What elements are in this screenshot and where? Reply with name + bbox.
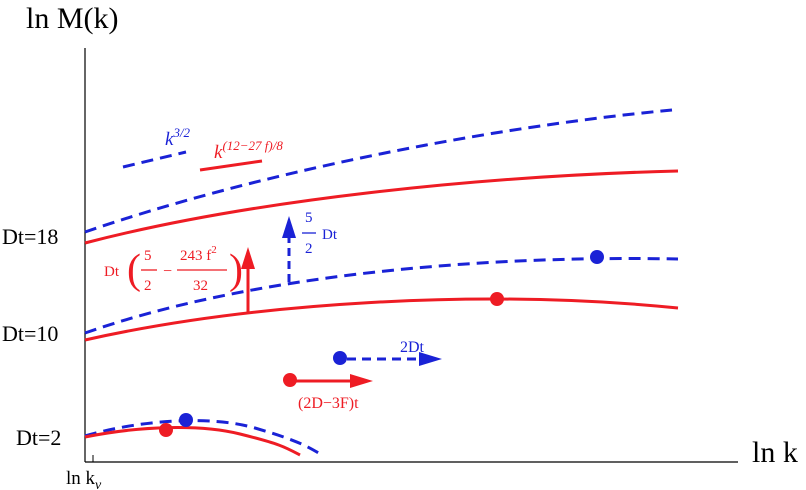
blue-curve-dt2: [84, 419, 323, 457]
red-peak-marker-dt2: [159, 423, 173, 437]
y-tick-dt2: Dt=2: [16, 425, 61, 450]
blue-drift-arrow-head: [419, 352, 442, 366]
red-shift-b-num: 243 f2: [180, 244, 217, 264]
red-shift-close-paren: ): [229, 247, 243, 293]
red-shift-minus: −: [163, 263, 172, 280]
red-drift-label: (2D−3F)t: [298, 395, 359, 412]
blue-slope-label: k3/2: [165, 125, 191, 150]
red-shift-a-num: 5: [144, 248, 152, 264]
red-drift-marker: [283, 373, 297, 387]
red-drift-arrow-head: [350, 374, 373, 388]
red-curve-dt18: [84, 169, 679, 245]
blue-shift-den: 2: [305, 241, 313, 257]
blue-shift-arrow-head: [282, 216, 296, 238]
red-peak-marker-dt10: [490, 292, 504, 306]
red-curve-dt10: [84, 297, 679, 342]
red-slope-label: k(12−27 f)/8: [214, 138, 283, 163]
x-axis-label: ln k: [752, 436, 798, 469]
blue-peak-marker-dt2: [179, 413, 193, 427]
red-curve-dt2: [84, 426, 301, 457]
y-tick-dt18: Dt=18: [2, 224, 58, 249]
blue-shift-formula: 5 2 Dt: [302, 210, 338, 257]
red-shift-arrow-head: [241, 247, 255, 269]
blue-peak-marker-dt10: [590, 250, 604, 264]
blue-shift-num: 5: [305, 210, 313, 226]
red-shift-b-den: 32: [193, 278, 208, 294]
red-slope-segment: [199, 159, 263, 172]
blue-slope-segment: [122, 150, 187, 169]
red-shift-open-paren: (: [127, 247, 141, 293]
blue-drift-marker: [333, 351, 347, 365]
red-shift-a-den: 2: [144, 278, 152, 294]
red-shift-prefix: Dt: [104, 264, 120, 280]
blue-shift-suffix: Dt: [322, 227, 338, 243]
blue-curve-dt18: [84, 108, 673, 234]
y-axis-label: ln M(k): [26, 2, 119, 35]
x-origin-label: ln kν: [66, 468, 102, 490]
y-tick-dt10: Dt=10: [2, 321, 58, 346]
red-shift-formula: Dt ( 5 2 − 243 f2 32 ): [104, 244, 243, 294]
blue-drift-label: 2Dt: [400, 339, 425, 356]
